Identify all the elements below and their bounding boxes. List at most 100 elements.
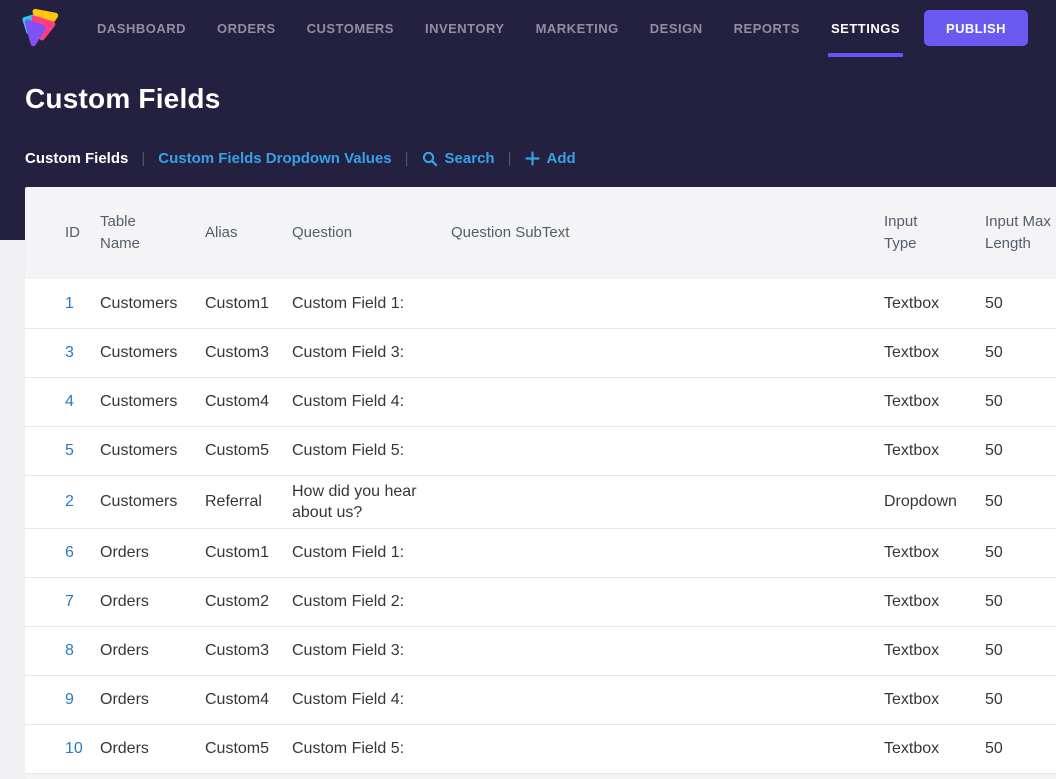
cell-alias: Custom5 (205, 442, 270, 459)
cell-input-type: Textbox (884, 393, 940, 410)
column-header-alias: Alias (205, 224, 238, 241)
row-id-link[interactable]: 2 (65, 493, 74, 510)
cell-id: 3 (25, 328, 100, 377)
row-id-link[interactable]: 1 (65, 294, 74, 312)
subnav-current-custom-fields[interactable]: Custom Fields (25, 150, 129, 167)
page-title: Custom Fields (25, 83, 221, 114)
cell-input-type: Textbox (884, 740, 940, 757)
cell-table-name: Orders (100, 544, 149, 561)
row-id-link[interactable]: 3 (65, 344, 74, 361)
cell-table-name: Customers (100, 294, 178, 312)
cell-subtext (451, 724, 884, 773)
cell-subtext (451, 675, 884, 724)
nav-item-reports[interactable]: REPORTS (733, 20, 800, 36)
cell-question: Custom Field 3: (292, 642, 405, 659)
cell-table-name: Orders (100, 740, 149, 757)
cell-alias: Custom4 (205, 691, 270, 708)
cell-alias: Custom3 (205, 642, 270, 659)
cell-max-length: 50 (985, 740, 1003, 757)
cell-question: Custom Field 4: (292, 393, 405, 410)
cell-alias: Referral (205, 493, 262, 510)
nav-item-settings[interactable]: SETTINGS (827, 0, 904, 57)
subnav-link-dropdown-values[interactable]: Custom Fields Dropdown Values (158, 150, 392, 167)
table-row: 5 Customers Custom5 Custom Field 5: Textbox 5… (25, 426, 1056, 475)
row-id-link[interactable]: 5 (65, 442, 74, 459)
search-icon (422, 151, 437, 166)
cell-subtext (451, 475, 884, 528)
cell-subtext (451, 626, 884, 675)
custom-fields-table: ID Table Name Alias Question Question Su… (25, 187, 1056, 774)
cell-max-length: 50 (985, 294, 1003, 312)
cell-id: 9 (25, 675, 100, 724)
nav-item-design[interactable]: DESIGN (649, 20, 703, 36)
row-id-link[interactable]: 8 (65, 642, 74, 659)
cell-id: 7 (25, 577, 100, 626)
cell-max-length: 50 (985, 593, 1003, 610)
table-row: 4 Customers Custom4 Custom Field 4: Textbox 5… (25, 377, 1056, 426)
cell-input-type: Textbox (884, 344, 940, 361)
cell-id: 1 (25, 279, 100, 328)
cell-id: 10 (25, 724, 100, 773)
cell-max-length: 50 (985, 544, 1003, 561)
column-header-id: ID (65, 224, 80, 241)
search-label: Search (444, 150, 495, 167)
cell-table-name: Customers (100, 393, 178, 410)
cell-id: 4 (25, 377, 100, 426)
subnav-separator: | (404, 150, 409, 167)
nav-item-inventory[interactable]: INVENTORY (424, 20, 505, 36)
cell-table-name: Orders (100, 691, 149, 708)
table-row: 7 Orders Custom2 Custom Field 2: Textbox 50 (25, 577, 1056, 626)
publish-button[interactable]: PUBLISH (924, 10, 1028, 46)
column-header-question-subtext: Question SubText (451, 224, 570, 241)
table-row: 9 Orders Custom4 Custom Field 4: Textbox 50 (25, 675, 1056, 724)
subnav-separator: | (141, 150, 146, 167)
cell-question: Custom Field 5: (292, 442, 405, 459)
cell-question: Custom Field 3: (292, 344, 405, 361)
cell-max-length: 50 (985, 493, 1003, 510)
cell-max-length: 50 (985, 344, 1003, 361)
row-id-link[interactable]: 6 (65, 544, 74, 561)
cell-input-type: Dropdown (884, 493, 957, 510)
cell-question: Custom Field 1: (292, 544, 405, 561)
column-header-table-name: Table Name (100, 213, 141, 252)
cell-subtext (451, 528, 884, 577)
cell-id: 5 (25, 426, 100, 475)
cell-subtext (451, 279, 884, 328)
nav-item-orders[interactable]: ORDERS (217, 20, 276, 36)
cell-alias: Custom1 (205, 294, 270, 312)
row-id-link[interactable]: 10 (65, 740, 83, 757)
cell-max-length: 50 (985, 393, 1003, 410)
nav-item-dashboard[interactable]: DASHBOARD (97, 20, 186, 36)
row-id-link[interactable]: 7 (65, 593, 74, 610)
row-id-link[interactable]: 4 (65, 393, 74, 410)
table-row: 6 Orders Custom1 Custom Field 1: Textbox 50 (25, 528, 1056, 577)
custom-fields-card: ID Table Name Alias Question Question Su… (25, 187, 1056, 779)
cell-max-length: 50 (985, 691, 1003, 708)
cell-id: 2 (25, 475, 100, 528)
column-header-question: Question (292, 224, 353, 241)
plus-icon (524, 151, 540, 166)
cell-input-type: Textbox (884, 642, 940, 659)
sub-nav: Custom Fields | Custom Fields Dropdown V… (25, 150, 576, 167)
nav-item-marketing[interactable]: MARKETING (535, 20, 619, 36)
nav-item-customers[interactable]: CUSTOMERS (306, 20, 394, 36)
cell-input-type: Textbox (884, 691, 940, 708)
cell-question: Custom Field 1: (292, 294, 405, 312)
row-id-link[interactable]: 9 (65, 691, 74, 708)
table-row: 2 Customers Referral How did you hear about… (25, 475, 1056, 528)
subnav-link-add[interactable]: Add (524, 150, 576, 167)
cell-subtext (451, 426, 884, 475)
top-nav: DASHBOARD ORDERS CUSTOMERS INVENTORY MAR… (0, 0, 1056, 57)
cell-alias: Custom3 (205, 344, 270, 361)
cell-id: 8 (25, 626, 100, 675)
cell-id: 6 (25, 528, 100, 577)
cell-table-name: Customers (100, 442, 178, 459)
subnav-link-search[interactable]: Search (422, 150, 495, 167)
cell-alias: Custom4 (205, 393, 270, 410)
brand-logo-icon[interactable] (20, 5, 62, 51)
cell-input-type: Textbox (884, 544, 940, 561)
cell-table-name: Customers (100, 493, 178, 510)
cell-input-type: Textbox (884, 442, 940, 459)
cell-question: How did you hear about us? (292, 482, 417, 521)
add-label: Add (546, 150, 576, 167)
